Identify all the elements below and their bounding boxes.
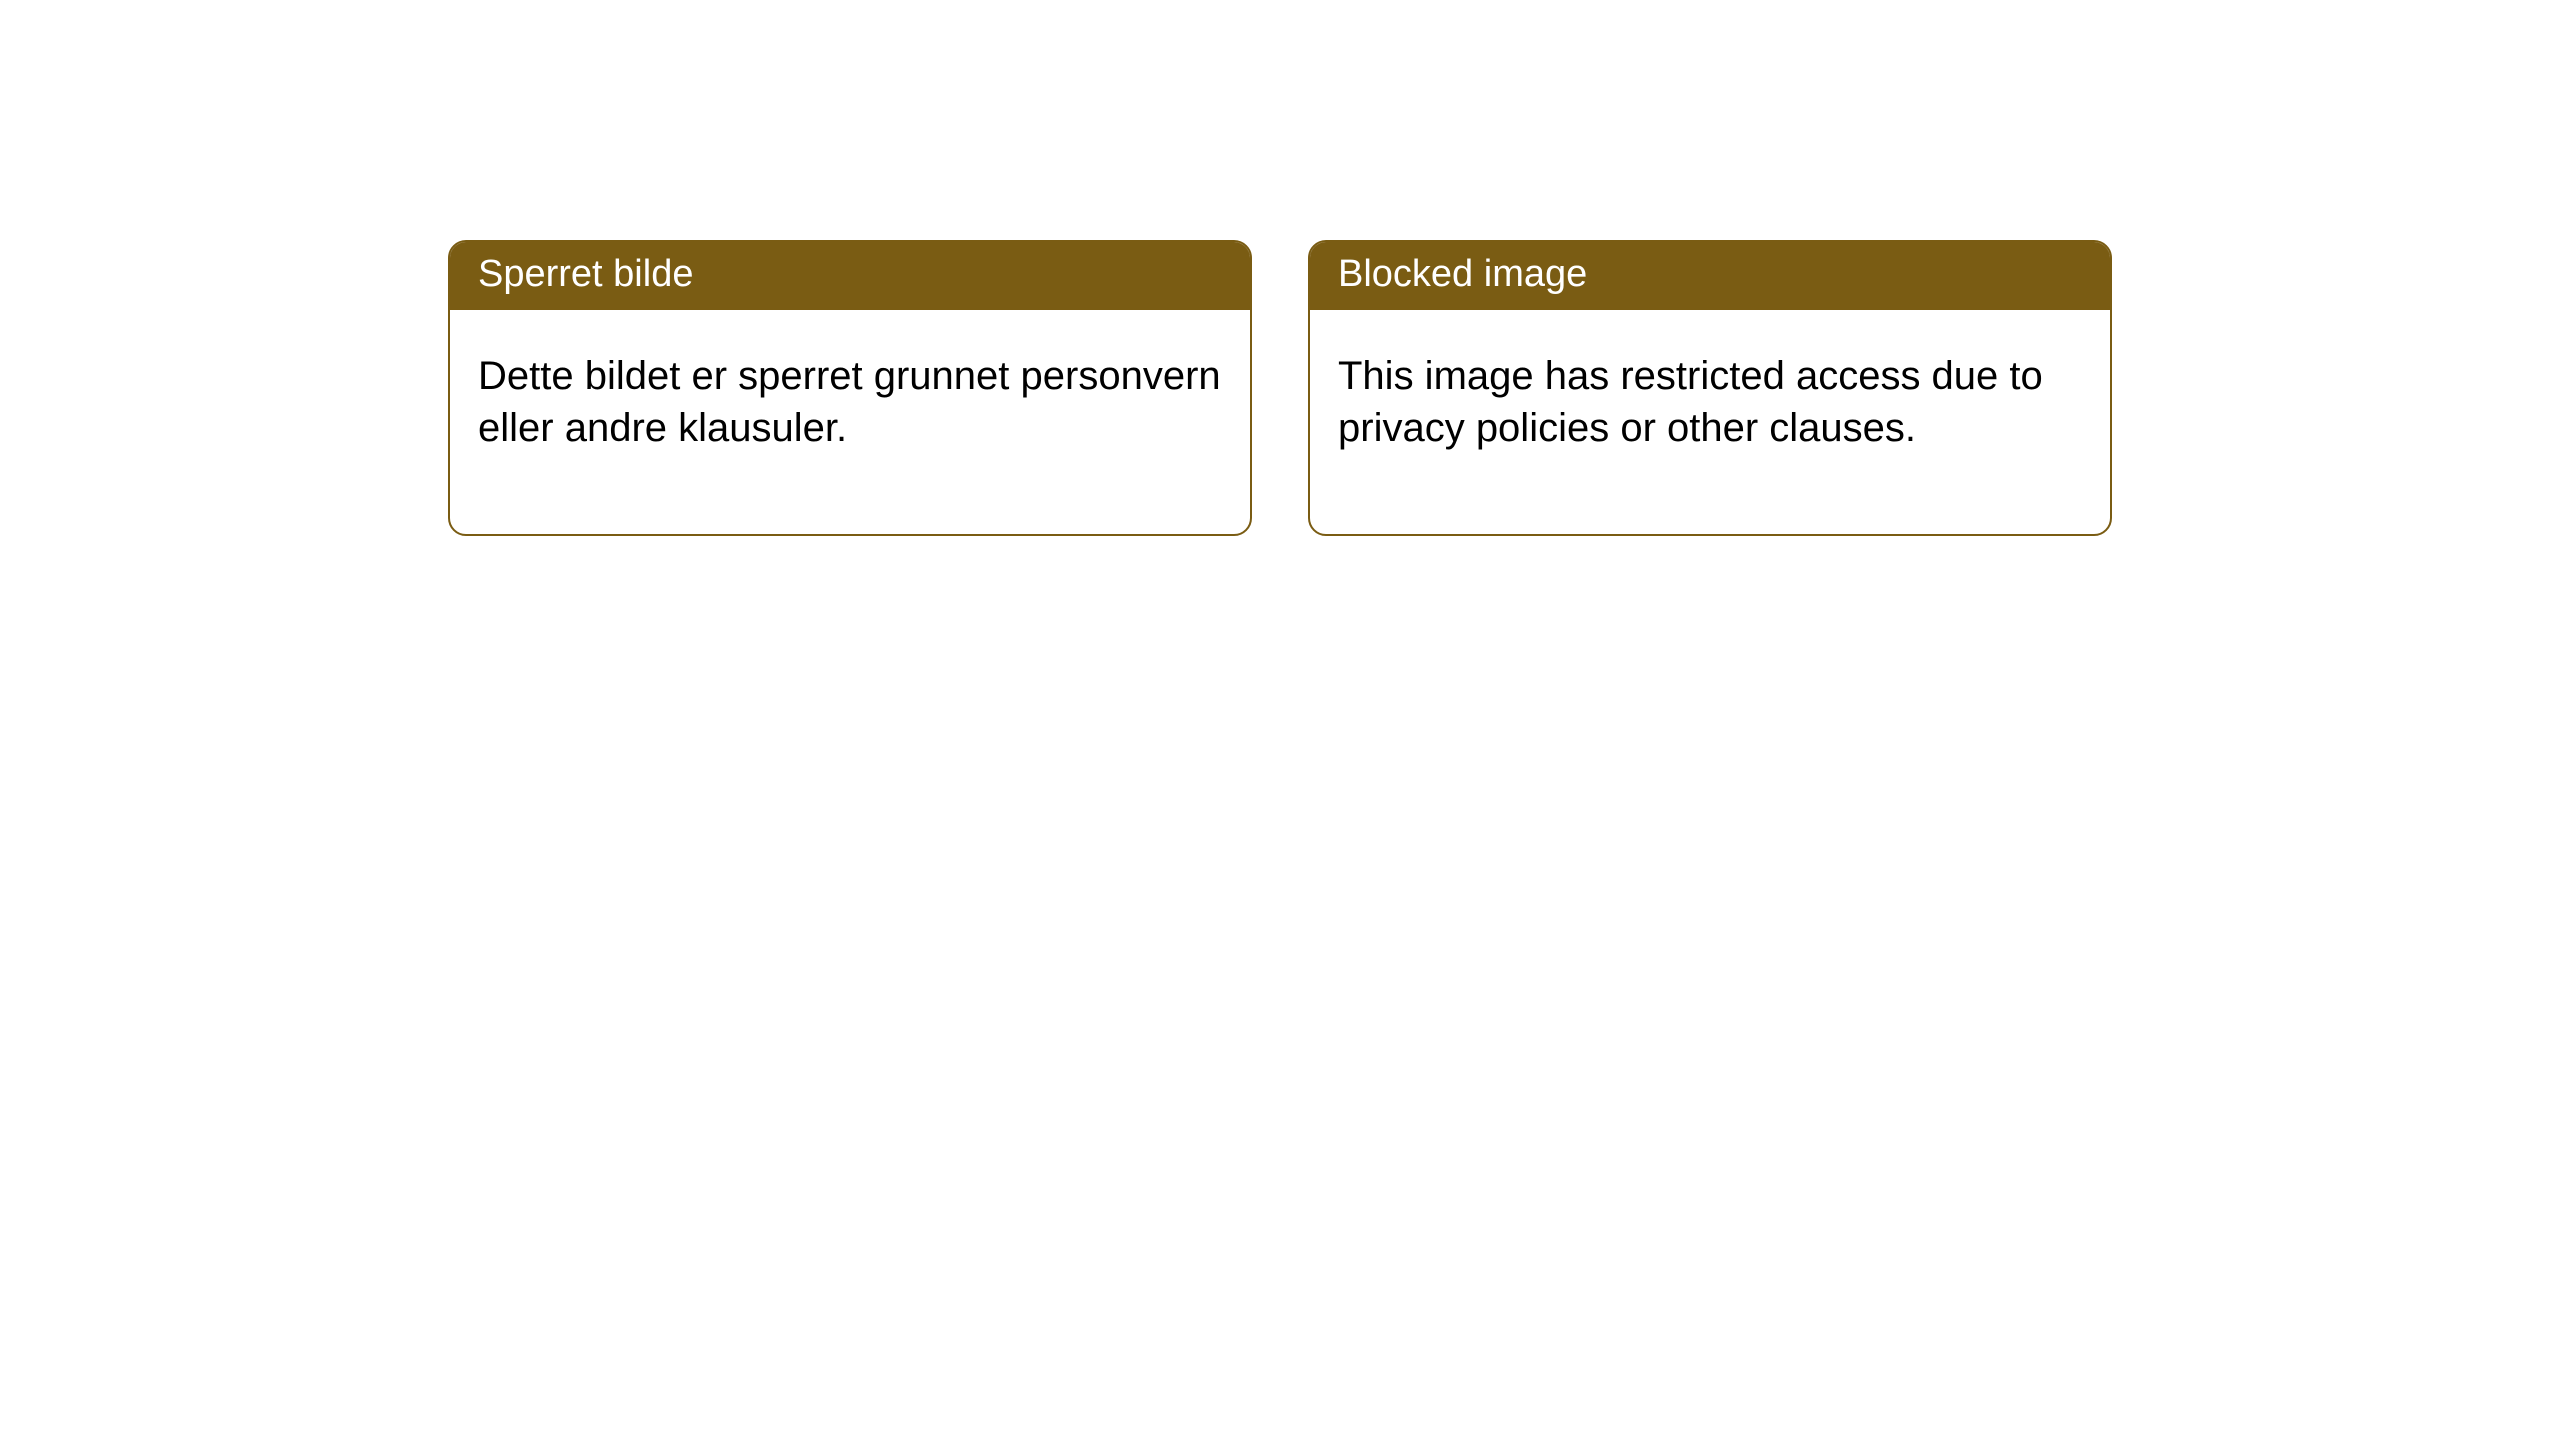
- card-body: This image has restricted access due to …: [1310, 310, 2110, 534]
- card-body-text: This image has restricted access due to …: [1338, 354, 2043, 450]
- card-body-text: Dette bildet er sperret grunnet personve…: [478, 354, 1221, 450]
- card-header: Sperret bilde: [450, 242, 1250, 310]
- card-title: Blocked image: [1338, 253, 1587, 295]
- card-header: Blocked image: [1310, 242, 2110, 310]
- card-body: Dette bildet er sperret grunnet personve…: [450, 310, 1250, 534]
- notice-card-english: Blocked image This image has restricted …: [1308, 240, 2112, 536]
- notice-card-norwegian: Sperret bilde Dette bildet er sperret gr…: [448, 240, 1252, 536]
- notice-container: Sperret bilde Dette bildet er sperret gr…: [0, 0, 2560, 536]
- card-title: Sperret bilde: [478, 253, 693, 295]
